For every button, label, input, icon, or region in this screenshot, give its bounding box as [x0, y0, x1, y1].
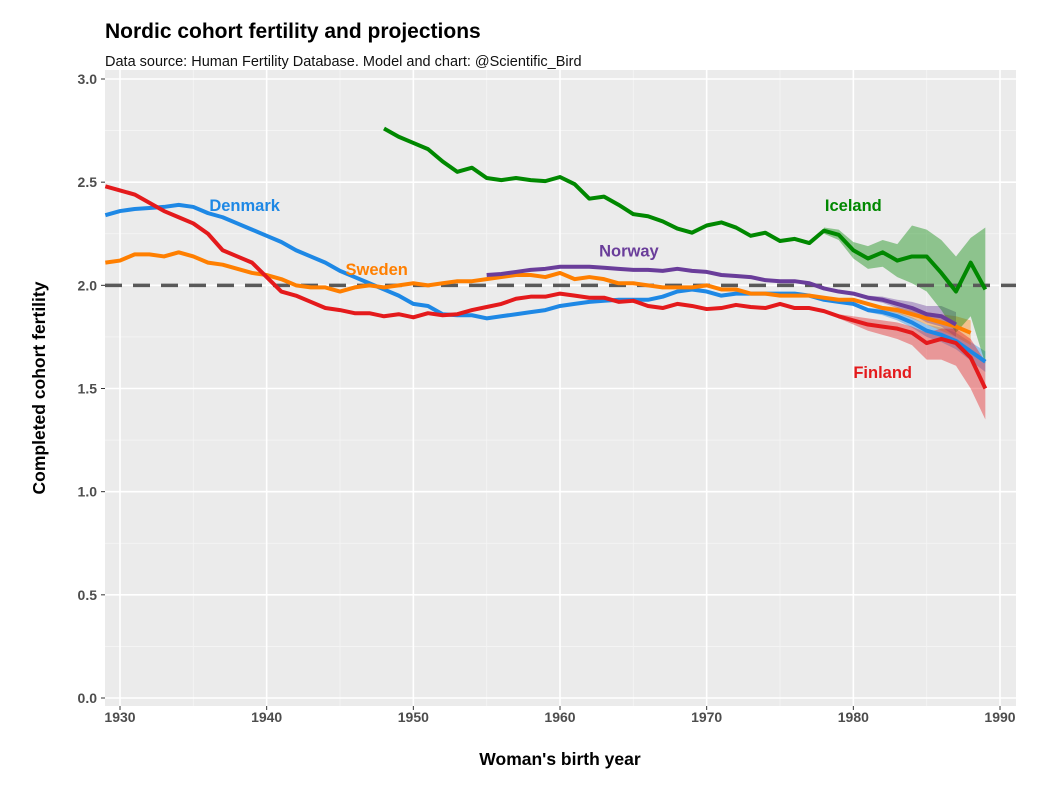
x-tick-label: 1930 [104, 709, 135, 725]
chart-title: Nordic cohort fertility and projections [105, 20, 481, 43]
y-tick-label: 0.0 [78, 690, 98, 706]
x-axis-ticks: 1930 1940 1950 1960 1970 1980 1990 [104, 706, 1016, 725]
y-tick-label: 1.0 [78, 484, 98, 500]
x-tick-label: 1950 [398, 709, 429, 725]
norway-line [486, 264, 957, 327]
y-tick-label: 3.0 [78, 71, 98, 87]
y-tick-label: 1.5 [78, 381, 98, 397]
chart-subtitle: Data source: Human Fertility Database. M… [105, 54, 582, 70]
x-tick-label: 1960 [544, 709, 575, 725]
y-tick-label: 2.5 [78, 174, 98, 190]
x-tick-label: 1940 [251, 709, 282, 725]
y-tick-label: 0.5 [78, 587, 98, 603]
series-labels: Denmark Sweden Norway Iceland Finland [209, 197, 912, 382]
iceland-label: Iceland [825, 197, 882, 215]
denmark-line [104, 202, 987, 364]
iceland-line [383, 126, 988, 294]
x-axis-title: Woman's birth year [479, 749, 641, 769]
iceland-projection-band [824, 225, 986, 364]
y-axis-ticks: 0.0 0.5 1.0 1.5 2.0 2.5 3.0 [78, 71, 105, 706]
finland-line [104, 184, 988, 390]
finland-label: Finland [853, 364, 912, 382]
sweden-line [105, 250, 972, 335]
norway-label: Norway [599, 242, 659, 260]
x-tick-label: 1990 [984, 709, 1015, 725]
x-tick-label: 1970 [691, 709, 722, 725]
y-tick-label: 2.0 [78, 277, 98, 293]
sweden-label: Sweden [345, 261, 407, 279]
y-axis-title: Completed cohort fertility [29, 281, 49, 494]
x-tick-label: 1980 [838, 709, 869, 725]
denmark-label: Denmark [209, 197, 280, 215]
series-lines [104, 126, 988, 390]
